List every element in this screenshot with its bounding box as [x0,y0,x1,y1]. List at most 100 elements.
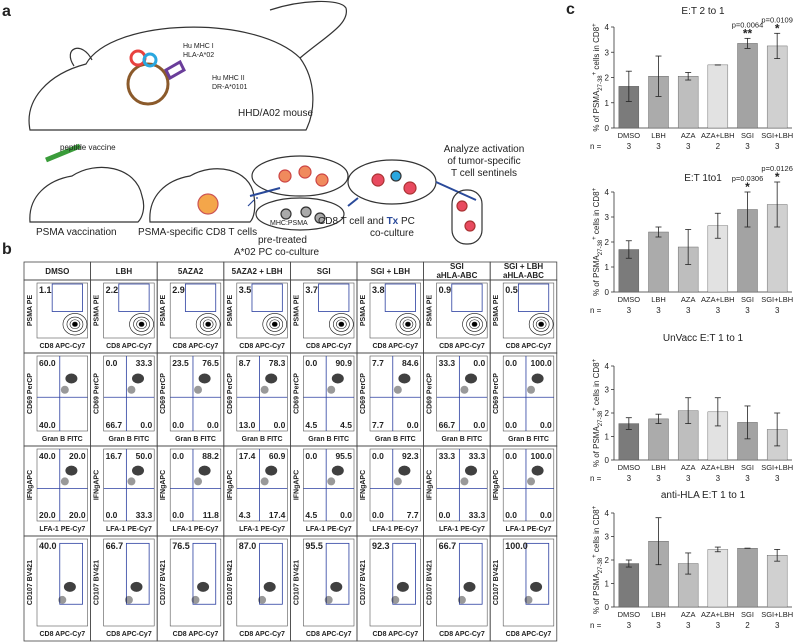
error-bar [685,229,692,265]
contour [271,321,278,327]
step-label: CD8 T cell and Tx PC [318,216,415,227]
step-label: CD8 T cell and [318,216,387,227]
event-cloud [258,595,267,604]
event-cloud [60,385,69,394]
gate [525,542,550,605]
event-cloud [191,595,200,604]
gate-value: 0.9 [439,285,452,295]
plot-frame [236,448,288,522]
event-cloud [194,385,203,394]
y-axis-label: + [592,71,598,75]
y-axis-label: cells in CD8 [592,509,601,554]
gate-value: 76.5 [172,541,190,551]
quadrant-value: 0.0 [473,420,485,430]
quadrant-value: 0.0 [540,420,552,430]
event-cloud [331,465,344,476]
error-bar [625,240,632,259]
y-tick-label: 0 [605,603,610,612]
n-value: 2 [716,142,721,151]
panel-a-art [28,0,483,245]
plot-frame [169,355,222,432]
quadrant-value: 4.5 [340,420,352,430]
quadrant-value: 40.0 [39,420,56,430]
y-axis-label: % of PSMA [592,255,601,297]
quadrant-value: 60.0 [39,358,56,368]
contour [195,313,221,336]
panel-label: a [2,3,11,20]
event-cloud [265,465,278,476]
x-tick-label: SGI [741,463,754,472]
gate-value: 0.5 [505,285,518,295]
event-cloud [58,595,67,604]
x-tick-label: SGI+LBH [761,463,793,472]
contour [202,319,214,330]
mhc-label: HLA-A*02 [183,52,214,59]
quadrant-value: 4.5 [305,510,317,520]
column-header: LBH [116,267,133,276]
plot-frame [436,538,488,627]
x-axis-label: CD8 APC-Cy7 [306,343,352,350]
quadrant-value: 76.5 [202,358,219,368]
x-tick-label: AZA [681,295,696,304]
y-axis-label: cells in CD8 [592,26,601,71]
n-value: 3 [627,474,632,483]
mhc-label: DR-A*0101 [212,84,248,91]
event-cloud [263,581,276,592]
step-label: pre-treated [258,235,307,246]
quadrant-value: 11.8 [203,510,219,520]
x-tick-label: LBH [651,463,666,472]
error-bar [744,37,751,49]
quadrant-value: 0.0 [372,510,384,520]
y-axis-label: IFNgAPC [493,470,500,500]
gate-value: 3.7 [305,285,318,295]
significance: * [775,170,780,184]
contour [199,316,217,332]
gate [517,283,550,312]
bar [618,563,640,608]
y-axis-label: CD107 BV421 [427,560,434,605]
n-label: n = [590,142,602,151]
gate-value: 3.5 [239,285,252,295]
event-cloud [524,595,533,604]
x-tick-label: AZA [681,610,696,619]
error-bar [685,552,692,575]
x-axis-label: CD8 APC-Cy7 [506,343,552,350]
y-axis-label: CD107 BV421 [27,560,34,605]
y-axis-label: CD69 PerCP [493,373,500,414]
quadrant-value: 60.9 [269,451,286,461]
y-tick-label: 4 [605,362,610,371]
contour [205,321,211,327]
plot-frame [303,282,355,339]
contour [136,319,147,330]
quadrant-value: 20.0 [39,510,56,520]
y-axis-label: % of PSMA [592,90,601,132]
event-cloud [197,581,210,592]
gate-value: 92.3 [372,541,390,551]
x-axis-label: Gran B FITC [441,436,482,443]
x-axis-label: Gran B FITC [308,436,349,443]
gate-value: 100.0 [505,541,528,551]
y-axis-label: IFNgAPC [427,470,434,500]
contour [133,316,150,332]
event-cloud [460,477,469,486]
bar [677,76,699,129]
plot-frame [436,282,488,339]
plot-frame [369,355,421,432]
mouse-label: HHD/A02 mouse [238,108,313,119]
n-value: 3 [775,306,780,315]
y-axis-label: PSMA PE [293,295,300,327]
y-axis-label: PSMA PE [94,295,101,327]
error-bar [744,405,751,440]
quadrant-value: 33.3 [136,358,153,368]
event-cloud [127,385,136,394]
plot-frame [436,448,488,522]
event-cloud [463,581,476,592]
y-axis-label: CD107 BV421 [493,560,500,605]
x-tick-label: DMSO [618,295,641,304]
plot-frame [369,448,421,522]
quadrant-value: 7.7 [372,420,384,430]
y-axis-label: 27-38 [598,239,604,255]
column-header: DMSO [45,267,69,276]
x-axis-label: LFA-1 PE-Cy7 [372,526,418,533]
